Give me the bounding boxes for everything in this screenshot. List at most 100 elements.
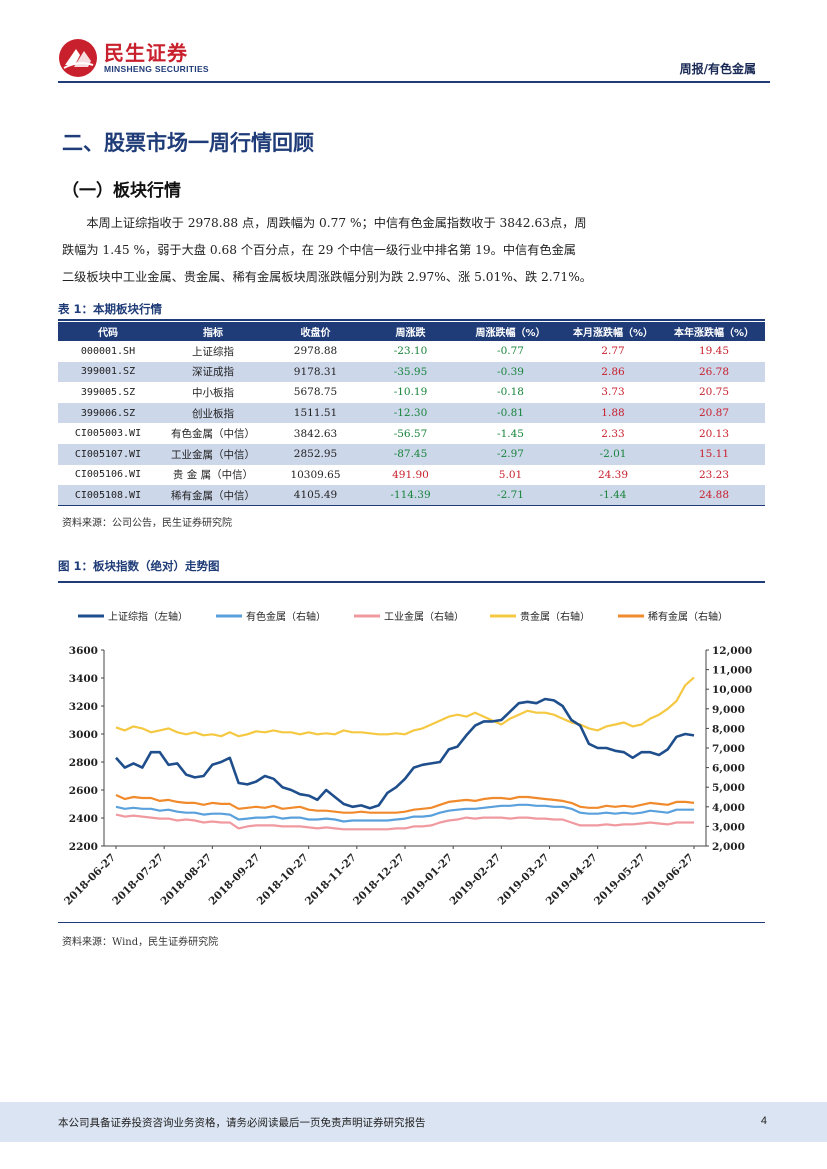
table-cell: 创业板指 bbox=[158, 402, 268, 424]
legend-label: 上证综指（左轴） bbox=[108, 610, 188, 623]
figure-source: 资料来源：Wind，民生证券研究院 bbox=[62, 937, 219, 948]
table-cell: -10.19 bbox=[393, 386, 428, 399]
table-cell: 2.86 bbox=[563, 361, 663, 383]
table-cell: -2.71 bbox=[458, 485, 563, 507]
y-left-tick-label: 3000 bbox=[69, 729, 98, 741]
figure-caption: 图 1：板块指数（绝对）走势图 bbox=[58, 559, 220, 573]
column-header: 周涨跌幅（%） bbox=[458, 322, 563, 341]
table-cell: 中小板指 bbox=[192, 386, 234, 399]
table-cell: CI005107.WI bbox=[58, 443, 158, 465]
y-left-tick-label: 3200 bbox=[69, 701, 98, 713]
series-line bbox=[115, 813, 694, 831]
table-cell: 2852.95 bbox=[268, 443, 363, 465]
header-divider bbox=[58, 81, 770, 83]
table-cell: 23.23 bbox=[698, 468, 730, 481]
table-row: 399006.SZ 创业板指 1511.51 -12.30 -0.81 1.88 20.87 bbox=[58, 402, 765, 424]
table-cell: 有色金属（中信） bbox=[171, 428, 255, 441]
y-right-tick-label: 7,000 bbox=[712, 743, 745, 755]
table-cell: -0.18 bbox=[497, 386, 524, 399]
table-cell: 24.39 bbox=[597, 468, 629, 481]
y-right-tick-label: 12,000 bbox=[712, 645, 752, 657]
table-cell: CI005108.WI bbox=[58, 485, 158, 507]
y-right-tick-label: 10,000 bbox=[712, 684, 752, 696]
table-cell: 26.78 bbox=[663, 361, 765, 383]
table-cell: 3842.63 bbox=[293, 427, 338, 440]
series-line bbox=[115, 676, 695, 738]
column-header: 周涨跌 bbox=[363, 322, 458, 341]
y-left-tick-label: 2600 bbox=[69, 785, 98, 797]
table-cell: -1.45 bbox=[497, 427, 524, 440]
series-line bbox=[115, 697, 695, 810]
table-cell: 1.88 bbox=[563, 402, 663, 424]
y-right-tick-label: 9,000 bbox=[712, 704, 745, 716]
table-row: CI005107.WI 工业金属（中信） 2852.95 -87.45 -2.97 -2.… bbox=[58, 443, 765, 465]
table-cell: 15.11 bbox=[663, 443, 765, 465]
page-footer: 本公司具备证券投资咨询业务资格，请务必阅读最后一页免责声明证券研究报告 4 bbox=[0, 1102, 827, 1142]
y-right-tick-label: 11,000 bbox=[712, 665, 752, 677]
y-left-tick-label: 2400 bbox=[69, 813, 98, 825]
column-header: 收盘价 bbox=[268, 322, 363, 341]
table-cell: -0.81 bbox=[458, 402, 563, 424]
table-row: CI005106.WI 贵 金 属（中信） 10309.65 491.90 5.01 24… bbox=[58, 465, 765, 486]
table-cell: 20.13 bbox=[698, 427, 730, 440]
legend-label: 工业金属（右轴） bbox=[384, 610, 464, 623]
table-cell: 399006.SZ bbox=[58, 402, 158, 424]
chart-svg: 上证综指（左轴） 有色金属（右轴） 工业金属（右轴） 贵金属（右轴） 稀有金属（右轴） 2… bbox=[62, 610, 752, 908]
series-line bbox=[115, 803, 694, 823]
table-cell: -87.45 bbox=[363, 443, 458, 465]
column-header: 指标 bbox=[158, 322, 268, 341]
sector-table: 代码 指标 收盘价 周涨跌 周涨跌幅（%） 本月涨跌幅（%） 本年涨跌幅（%） … bbox=[58, 322, 765, 507]
table-cell: 491.90 bbox=[392, 468, 429, 481]
legend-label: 有色金属（右轴） bbox=[246, 610, 326, 623]
table-row: 000001.SH 上证综指 2978.88 -23.10 -0.77 2.77 19.45 bbox=[58, 341, 765, 362]
minsheng-logo-icon bbox=[59, 39, 97, 77]
table-cell: -35.95 bbox=[363, 361, 458, 383]
y-left-tick-label: 2800 bbox=[69, 757, 98, 769]
table-cell: 深证成指 bbox=[158, 361, 268, 383]
paragraph-line: 二级板块中工业金属、贵金属、稀有金属板块周涨跌幅分别为跌 2.97%、涨 5.0… bbox=[62, 270, 592, 284]
document-type: 周报/有色金属 bbox=[679, 62, 756, 76]
index-trend-chart: 上证综指（左轴） 有色金属（右轴） 工业金属（右轴） 贵金属（右轴） 稀有金属（右轴） 2… bbox=[58, 584, 765, 922]
table-cell: -12.30 bbox=[363, 402, 458, 424]
table-cell: 24.88 bbox=[663, 485, 765, 507]
table-cell: 上证综指 bbox=[192, 345, 234, 358]
table-cell: 2978.88 bbox=[293, 345, 338, 358]
table-cell: 20.87 bbox=[663, 402, 765, 424]
y-right-tick-label: 6,000 bbox=[712, 763, 745, 775]
table-cell: 1511.51 bbox=[268, 402, 363, 424]
table-cell: 9178.31 bbox=[268, 361, 363, 383]
table-caption: 表 1：本期板块行情 bbox=[58, 302, 163, 316]
table-cell: -2.97 bbox=[458, 443, 563, 465]
logo-chinese-name: 民生证券 bbox=[104, 40, 188, 65]
y-right-tick-label: 4,000 bbox=[712, 802, 745, 814]
table-cell: 399005.SZ bbox=[80, 386, 136, 398]
company-logo: 民生证券 MINSHENG SECURITIES bbox=[58, 38, 209, 78]
table-cell: 5678.75 bbox=[293, 386, 338, 399]
table-row: 399005.SZ 中小板指 5678.75 -10.19 -0.18 3.73 20.75 bbox=[58, 382, 765, 403]
table-cell: 贵 金 属（中信） bbox=[172, 469, 254, 482]
summary-paragraph: 本周上证综指收于 2978.88 点，周跌幅为 0.77 %；中信有色金属指数收… bbox=[62, 210, 762, 291]
table-cell: 000001.SH bbox=[80, 345, 136, 357]
figure-bottom-divider bbox=[58, 922, 765, 923]
legend-label: 稀有金属（右轴） bbox=[648, 610, 728, 623]
table-cell: 19.45 bbox=[698, 345, 730, 358]
page-number: 4 bbox=[760, 1115, 767, 1127]
table-cell: -23.10 bbox=[393, 345, 428, 358]
y-left-tick-label: 3400 bbox=[69, 673, 98, 685]
page-header: 民生证券 MINSHENG SECURITIES 周报/有色金属 bbox=[58, 34, 770, 83]
table-cell: -2.01 bbox=[563, 443, 663, 465]
table-cell: 4105.49 bbox=[268, 485, 363, 507]
series-line bbox=[115, 793, 695, 814]
y-left-tick-label: 3600 bbox=[69, 645, 98, 657]
paragraph-line: 本周上证综指收于 2978.88 点，周跌幅为 0.77 %；中信有色金属指数收… bbox=[62, 216, 587, 230]
table-cell: 20.75 bbox=[698, 386, 730, 399]
table-cell: 399001.SZ bbox=[58, 361, 158, 383]
figure-caption-divider bbox=[58, 581, 765, 583]
table-cell: CI005106.WI bbox=[74, 469, 142, 481]
y-right-tick-label: 8,000 bbox=[712, 723, 745, 735]
table-cell: 10309.65 bbox=[290, 468, 341, 481]
table-cell: CI005003.WI bbox=[74, 428, 142, 440]
paragraph-line: 跌幅为 1.45 %，弱于大盘 0.68 个百分点，在 29 个中信一级行业中排… bbox=[62, 243, 576, 257]
legend-label: 贵金属（右轴） bbox=[520, 610, 590, 623]
y-right-tick-label: 3,000 bbox=[712, 821, 745, 833]
